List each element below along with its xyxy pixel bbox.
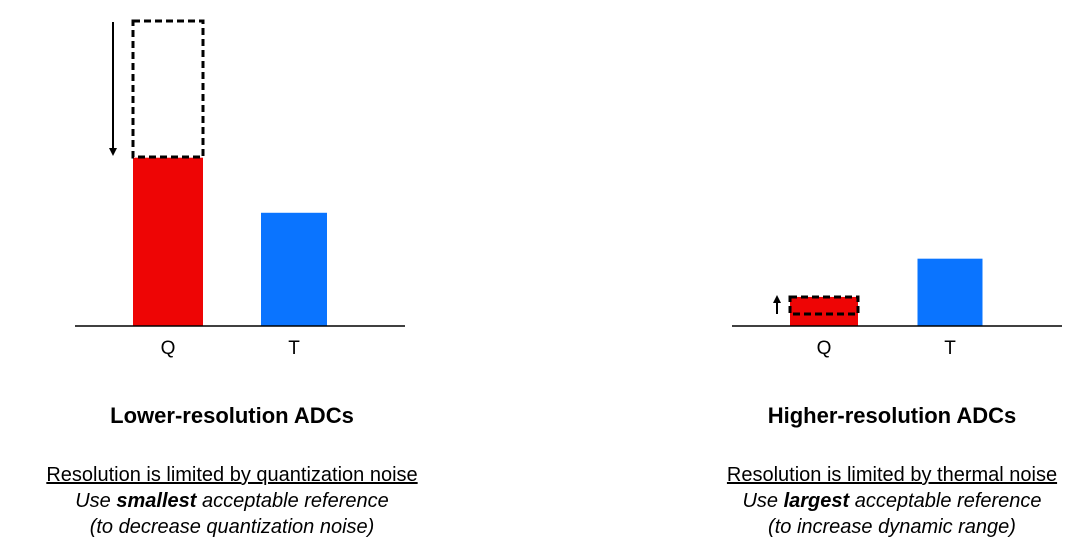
reference-box <box>788 295 860 316</box>
category-label: Q <box>161 338 176 359</box>
note-part: acceptable reference <box>849 490 1041 512</box>
note-part: smallest <box>116 490 197 512</box>
reference-box <box>131 19 205 159</box>
note-part: acceptable reference <box>196 490 388 512</box>
bar <box>133 157 203 326</box>
note-line: Resolution is limited by thermal noise <box>727 464 1057 486</box>
note-line: (to increase dynamic range) <box>768 516 1016 538</box>
bar <box>790 296 858 326</box>
category-label: T <box>288 338 300 359</box>
note-part: largest <box>784 490 851 512</box>
bar <box>261 212 327 326</box>
note-line: Use largest acceptable reference <box>742 490 1041 512</box>
bar <box>917 258 983 326</box>
note-part: Use <box>75 490 116 512</box>
category-label: Q <box>817 338 832 359</box>
category-label: T <box>944 338 956 359</box>
note-line: Resolution is limited by quantization no… <box>46 464 417 486</box>
panel-title: Higher-resolution ADCs <box>768 403 1017 428</box>
note-line: Use smallest acceptable reference <box>75 490 389 512</box>
panel-title: Lower-resolution ADCs <box>110 403 354 428</box>
panels: Q T Lower-resolution ADCs Resolution is lim… <box>46 157 1062 538</box>
note-part: Use <box>742 490 783 512</box>
note-line: (to decrease quantization noise) <box>90 516 375 538</box>
